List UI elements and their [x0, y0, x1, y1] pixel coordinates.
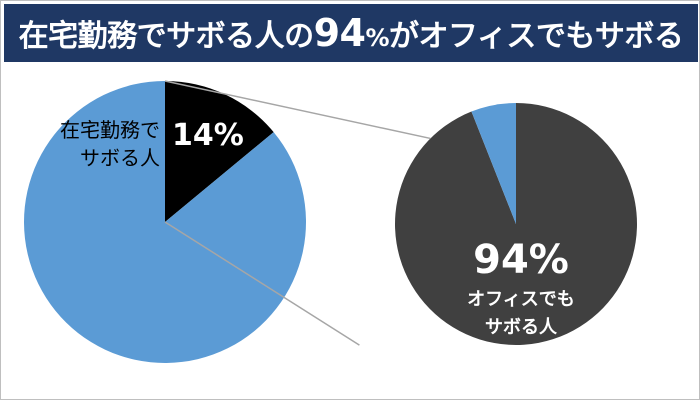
title-text-after: がオフィスでもサボる — [389, 19, 684, 54]
title-number: 94 — [313, 11, 366, 55]
pie1-slice-2 — [23, 81, 306, 364]
pie1-value-label: 14% — [172, 118, 244, 153]
pie1-category-label-line1: 在宅勤務で — [60, 118, 160, 142]
chart-title: 在宅勤務でサボる人の94%がオフィスでもサボる — [19, 11, 684, 55]
pie1-slice-1 — [165, 81, 274, 222]
title-percent: % — [365, 24, 390, 52]
title-text-before: 在宅勤務でサボる人の — [18, 19, 315, 54]
title-bar: 在宅勤務でサボる人の94%がオフィスでもサボる — [4, 4, 698, 62]
pie2-category-label-line2: サボる人 — [485, 317, 558, 338]
pie2-slice-2 — [471, 103, 516, 224]
pie2-category-label-line1: オフィスでも — [467, 289, 575, 310]
pie1-category-label-line2: サボる人 — [80, 146, 160, 170]
pie2-value-label: 94% — [473, 237, 569, 283]
connector-line-top — [164, 80, 431, 140]
connector-line-bottom — [164, 221, 360, 346]
